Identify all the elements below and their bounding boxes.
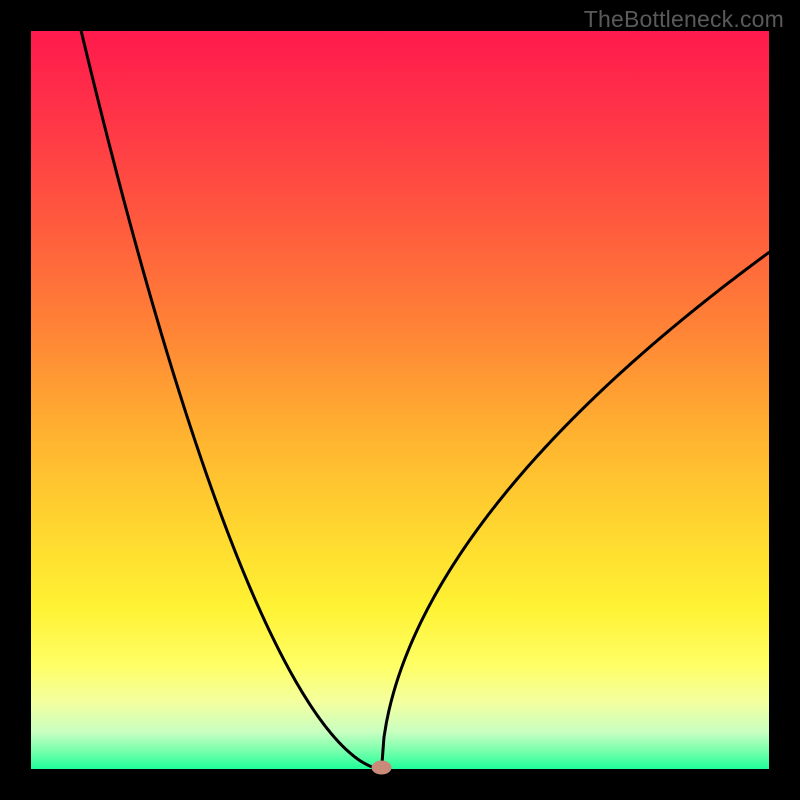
watermark-text: TheBottleneck.com: [584, 6, 784, 33]
minimum-marker: [372, 761, 392, 775]
chart-frame: TheBottleneck.com: [0, 0, 800, 800]
bottleneck-chart: [0, 0, 800, 800]
plot-background: [31, 31, 769, 769]
